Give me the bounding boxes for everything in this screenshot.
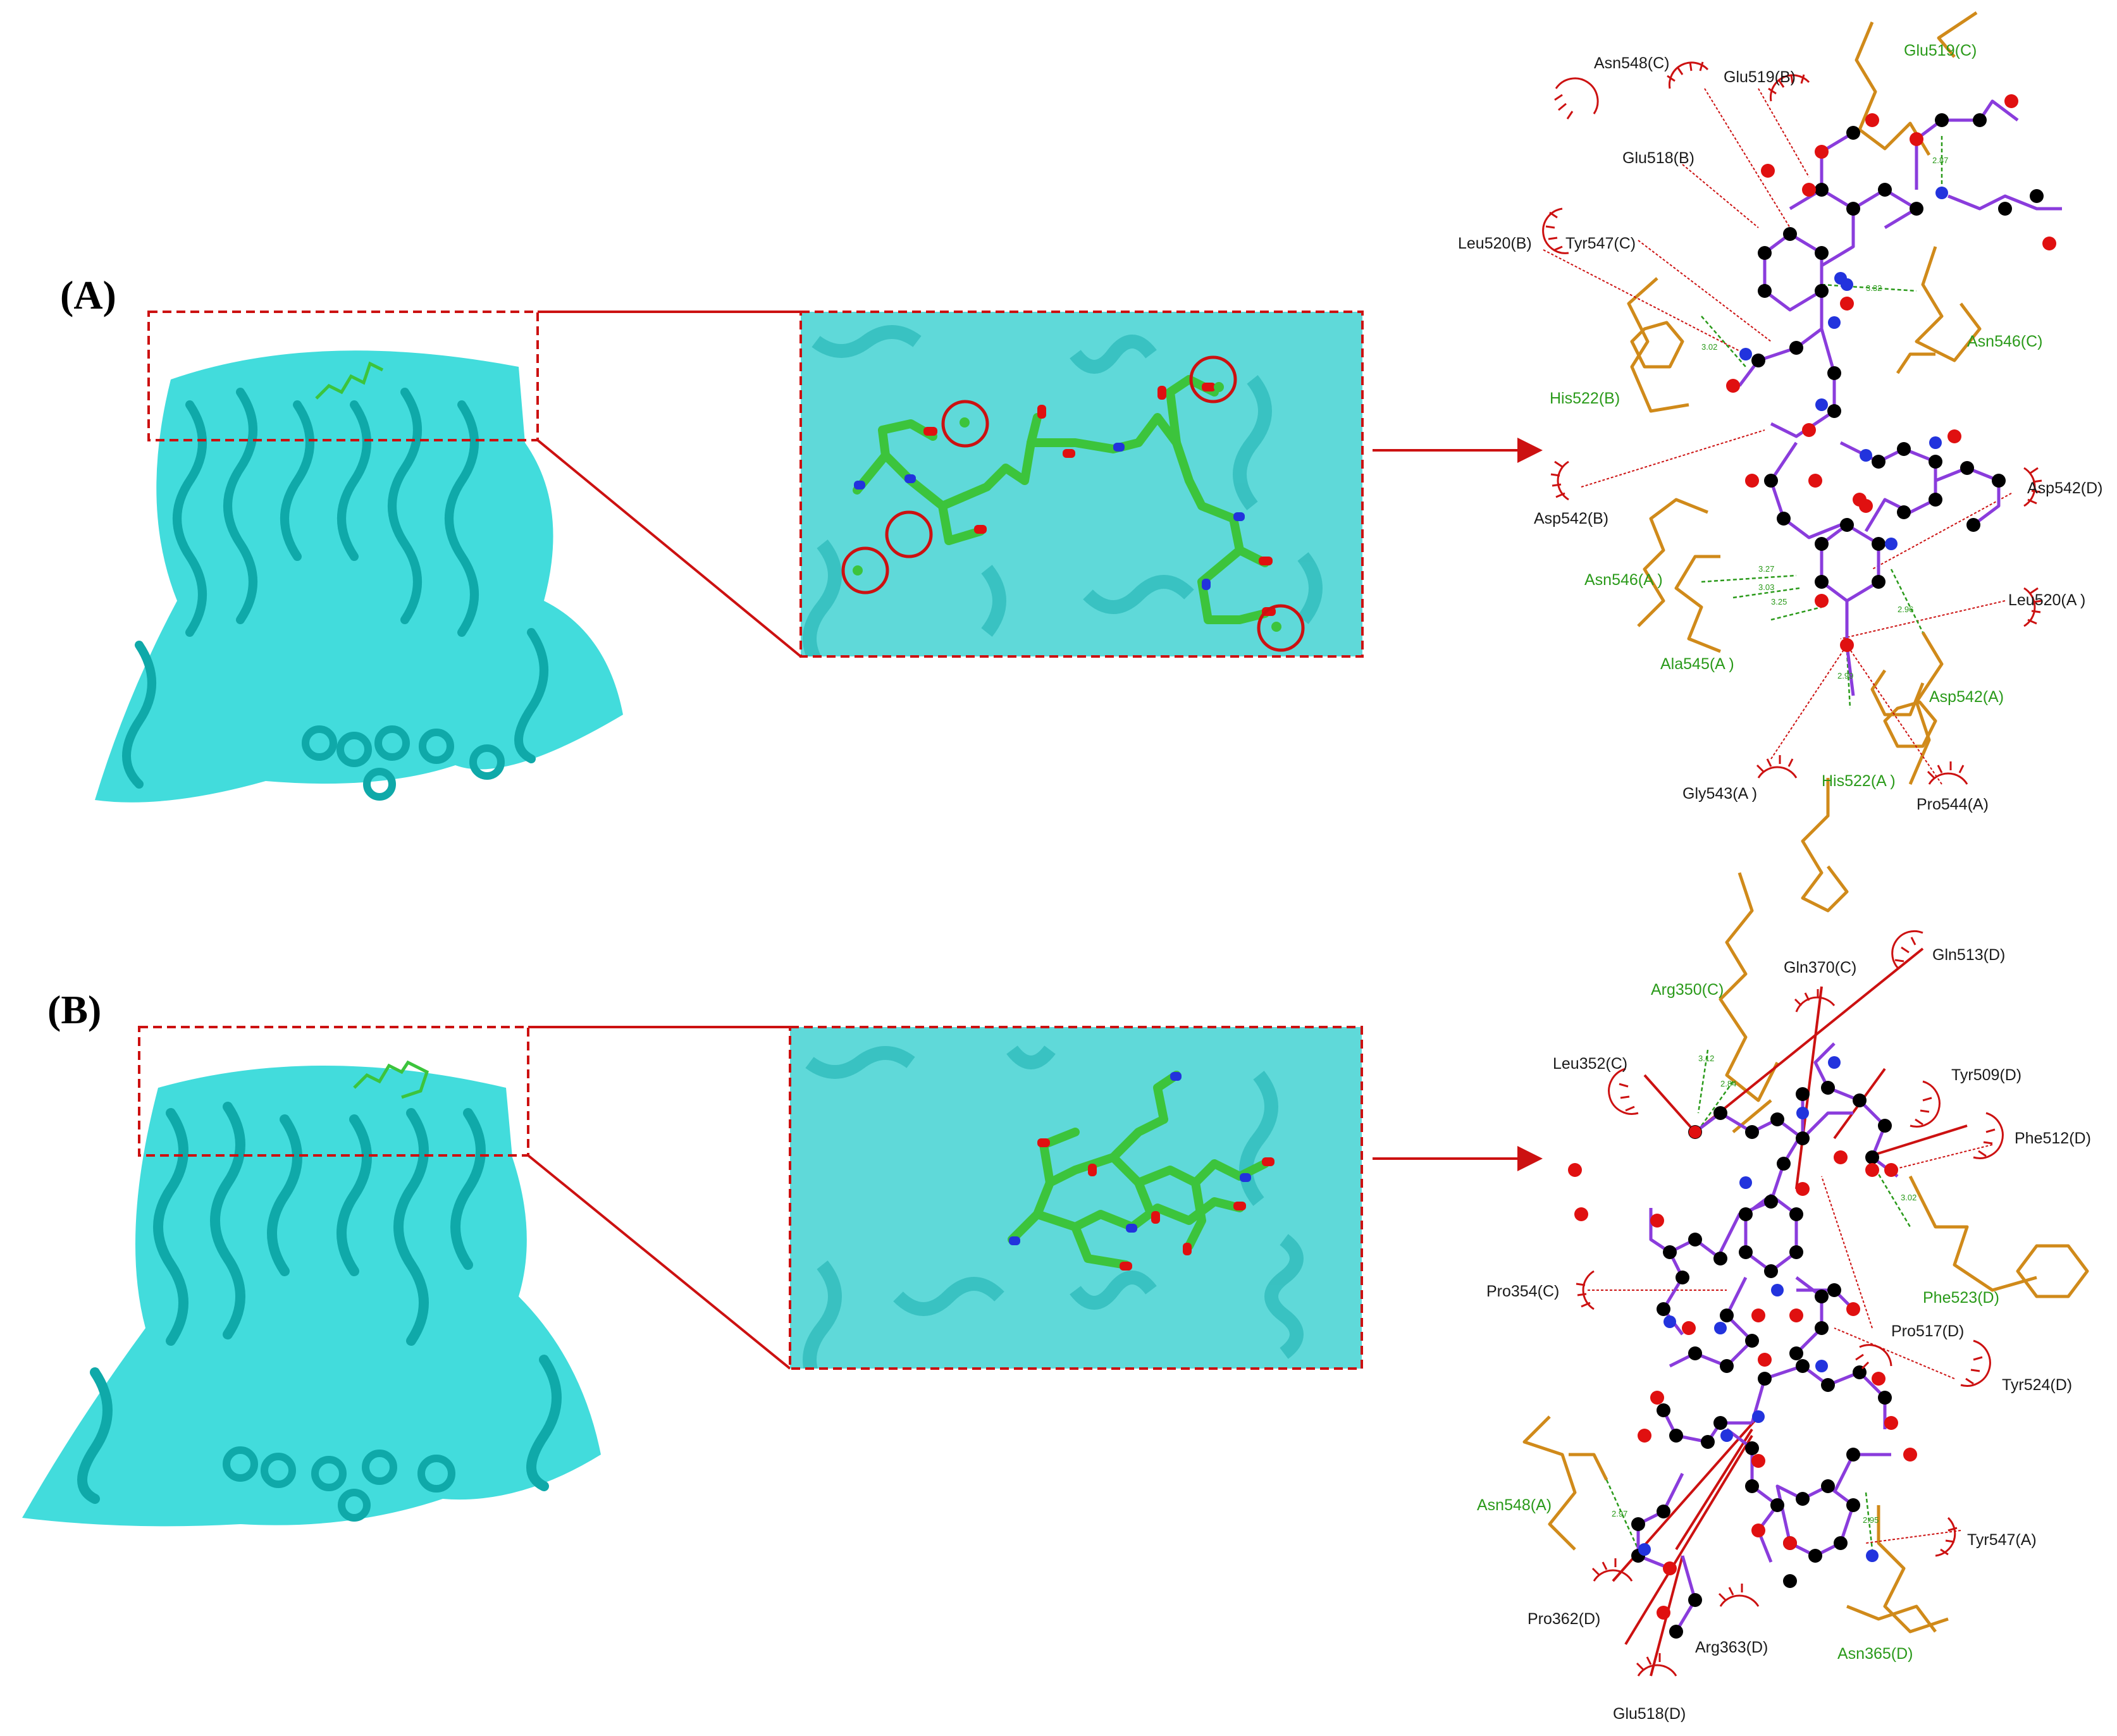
highlight-circle — [885, 510, 933, 558]
residue-label-a: Asn548(C) — [1594, 54, 1670, 72]
residue-label-b: Pro354(C) — [1486, 1283, 1559, 1300]
distance-label-b: 3.12 — [1698, 1054, 1714, 1063]
residue-label-a: Glu519(C) — [1904, 42, 1977, 59]
distance-label-b: 3.02 — [1901, 1193, 1916, 1202]
distance-label-a: 2.87 — [1932, 156, 1948, 165]
binding-site-zoom-b — [790, 1027, 1362, 1369]
zoom-box-a — [147, 311, 539, 441]
distance-label-a: 3.27 — [1758, 564, 1774, 574]
residue-label-a: Leu520(A ) — [2008, 591, 2085, 609]
residue-label-a: Glu518(B) — [1622, 149, 1694, 167]
distance-label-b: 2.84 — [1720, 1079, 1736, 1088]
residue-label-b: Gln513(D) — [1932, 946, 2005, 964]
residue-label-b: Asn365(D) — [1837, 1645, 1913, 1663]
residue-label-a: Asp542(B) — [1534, 510, 1608, 527]
interaction-diagram-b: Gln370(C) Gln513(D) Leu352(C) Tyr509(D) … — [1477, 872, 2091, 1723]
residue-label-b: Pro517(D) — [1891, 1322, 1964, 1340]
highlight-circle — [1257, 604, 1305, 652]
residue-label-a: Asp542(D) — [2027, 479, 2103, 497]
binding-site-zoom-a — [801, 312, 1362, 656]
residue-label-a: Leu520(B) — [1458, 235, 1532, 252]
distance-label-b: 2.95 — [1863, 1515, 1879, 1525]
residue-label-b: Gln370(C) — [1784, 959, 1856, 976]
residue-label-a: Asn546(A ) — [1584, 571, 1663, 589]
panel-label-a: (A) — [60, 273, 116, 317]
residue-label-b: Glu518(D) — [1613, 1705, 1686, 1723]
distance-label-b: 2.97 — [1612, 1509, 1627, 1518]
residue-label-b: Arg350(C) — [1651, 981, 1724, 999]
residue-label-b: Asn548(A) — [1477, 1496, 1552, 1514]
protein-structure-b — [22, 1060, 601, 1527]
highlight-circle — [1189, 355, 1237, 403]
residue-label-b: Phe512(D) — [2015, 1130, 2091, 1147]
interaction-diagram-a: Asn548(C) Glu519(B) Glu518(B) Leu520(B) … — [1458, 11, 2103, 913]
panel-label-b: (B) — [47, 987, 102, 1032]
residue-label-a: Tyr547(C) — [1565, 235, 1636, 252]
residue-label-a: Gly543(A ) — [1682, 785, 1757, 803]
residue-label-b: Tyr524(D) — [2002, 1376, 2072, 1394]
residue-label-a: Pro544(A) — [1916, 796, 1989, 813]
residue-label-b: Arg363(D) — [1695, 1639, 1768, 1656]
distance-label-a: 3.02 — [1701, 342, 1717, 352]
residue-label-a: Glu519(B) — [1724, 68, 1796, 86]
residue-label-a: Ala545(A ) — [1660, 655, 1734, 673]
residue-label-a: Asn546(C) — [1967, 333, 2043, 350]
distance-label-a: 3.25 — [1771, 597, 1787, 606]
distance-label-a: 2.99 — [1837, 671, 1853, 680]
highlight-circle — [941, 400, 989, 448]
residue-label-a: Asp542(A) — [1929, 688, 2004, 706]
highlight-circle — [841, 546, 889, 594]
distance-label-a: 3.03 — [1758, 582, 1774, 592]
distance-label-a: 3.32 — [1866, 283, 1882, 293]
zoom-frame-a — [799, 311, 1364, 658]
residue-label-b: Tyr509(D) — [1951, 1066, 2021, 1084]
zoom-frame-b — [789, 1026, 1363, 1370]
residue-label-b: Phe523(D) — [1923, 1289, 1999, 1307]
residue-label-a: His522(B) — [1550, 390, 1620, 407]
distance-label-a: 2.96 — [1898, 605, 1913, 614]
residue-label-b: Leu352(C) — [1553, 1055, 1627, 1073]
zoom-box-b — [138, 1026, 529, 1157]
residue-label-a: His522(A ) — [1822, 772, 1896, 790]
residue-label-b: Pro362(D) — [1528, 1610, 1600, 1628]
protein-structure-a — [95, 350, 623, 803]
residue-label-b: Tyr547(A) — [1967, 1531, 2037, 1549]
